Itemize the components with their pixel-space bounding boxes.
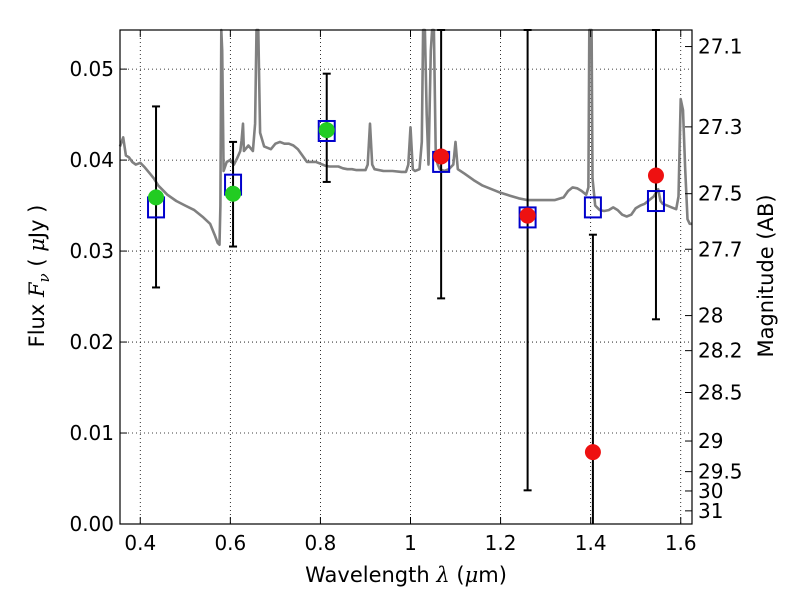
y2-tick-label: 28.2 (698, 339, 743, 363)
plot-frame (119, 29, 693, 525)
y-axis-label: Flux Fν ( μJy ) (25, 205, 53, 348)
x-tick-label: 1.6 (665, 531, 697, 555)
sed-spectrum (118, 28, 692, 246)
y-axis-label-unit-open: ( (25, 258, 49, 266)
y2-tick-label: 28 (698, 304, 723, 328)
model-square (646, 190, 665, 213)
x-axis-label-symbol: λ (435, 563, 449, 587)
axes: 0.4 0.6 0.8 1 1.2 1.4 1.6 0.00 0.01 0.02 0.03 0.04 0… (69, 30, 743, 555)
sed-spectrum-line (118, 28, 692, 246)
x-axis-label-unit-open: ( (456, 563, 464, 587)
red-point (584, 444, 601, 461)
x-axis-label-unit-mu: μ (465, 563, 479, 587)
green-point (148, 189, 165, 206)
y2-axis-label: Magnitude (AB) (754, 194, 778, 357)
model-square (518, 206, 537, 229)
y2-tick-label: 27.1 (698, 35, 743, 59)
model-square (317, 119, 336, 142)
y-tick-label: 0.01 (69, 421, 114, 445)
y2-tick-label: 31 (698, 499, 723, 523)
x-tick-label: 0.4 (124, 531, 156, 555)
error-bars (152, 29, 660, 524)
green-point (225, 185, 242, 202)
data-points (148, 122, 664, 461)
y-axis-label-symbol-sub: ν (35, 273, 53, 282)
x-axis-label-unit-rest: m) (478, 563, 507, 587)
y2-tick-label: 29.5 (698, 460, 743, 484)
x-tick-label: 0.8 (305, 531, 337, 555)
y2-tick-label: 30 (698, 479, 723, 503)
red-point (519, 207, 536, 224)
y2-tick-label: 27.5 (698, 182, 743, 206)
red-point (433, 148, 450, 165)
grid-lines (120, 30, 692, 525)
x-tick-label: 1.2 (485, 531, 517, 555)
y-tick-label: 0.05 (69, 57, 114, 81)
x-tick-label: 1 (404, 531, 417, 555)
y-tick-label: 0.04 (69, 148, 114, 172)
model-square (583, 196, 602, 219)
y-axis-label-symbol: F (25, 281, 49, 298)
y-tick-label: 0.03 (69, 239, 114, 263)
y-tick-label: 0.00 (69, 512, 114, 536)
y2-tick-label: 28.5 (698, 380, 743, 404)
y2-tick-label: 29 (698, 429, 723, 453)
x-tick-label: 1.4 (575, 531, 607, 555)
x-tick-label: 0.6 (214, 531, 246, 555)
x-axis-label: Wavelength λ (μm) (305, 563, 507, 587)
y2-tick-label: 27.3 (698, 115, 743, 139)
green-point (318, 122, 335, 139)
y-axis-label-unit-mu: μ (25, 238, 49, 252)
y-tick-label: 0.02 (69, 330, 114, 354)
red-point (647, 167, 664, 184)
y-axis-label-prefix: Flux (25, 304, 49, 348)
model-squares (147, 119, 665, 229)
y2-tick-label: 27.7 (698, 237, 743, 261)
y-axis-label-unit-rest: Jy ) (25, 205, 49, 241)
x-axis-label-prefix: Wavelength (305, 563, 430, 587)
